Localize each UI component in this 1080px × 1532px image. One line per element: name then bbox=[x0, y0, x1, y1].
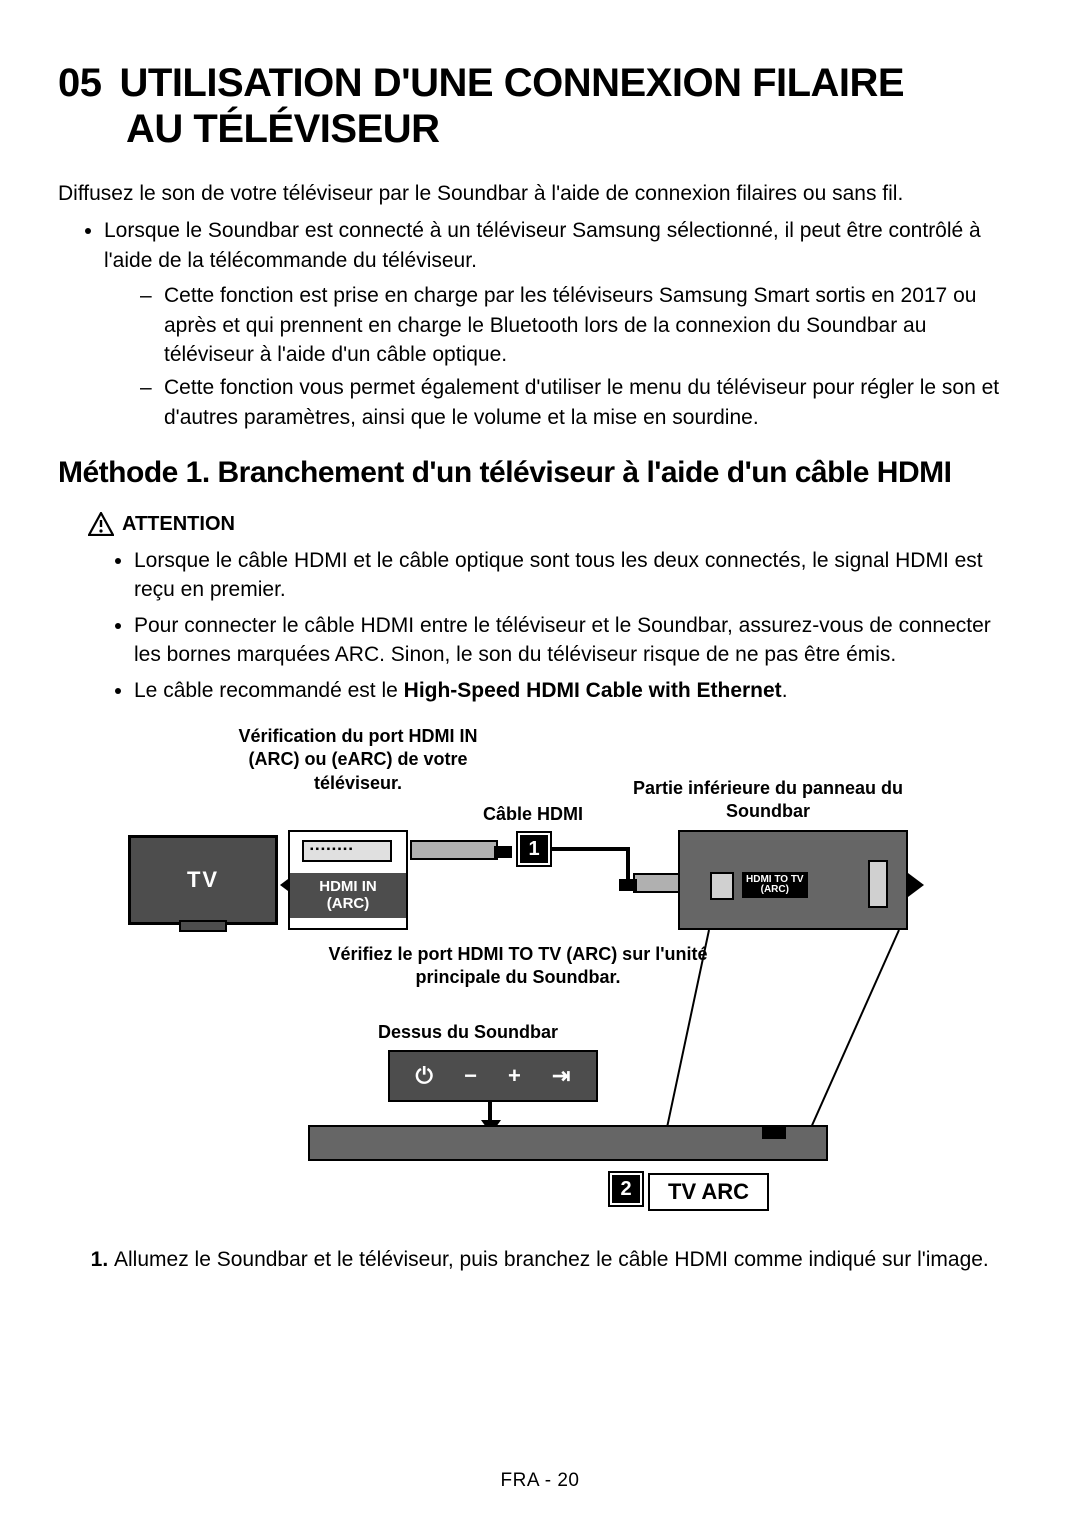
arrow-right-icon bbox=[908, 873, 924, 897]
label-cable-hdmi: Câble HDMI bbox=[468, 803, 598, 826]
section-heading: 05 UTILISATION D'UNE CONNEXION FILAIRE AU… bbox=[58, 60, 1022, 152]
attention-item-3: Le câble recommandé est le High-Speed HD… bbox=[134, 676, 1022, 705]
dash-list: Cette fonction est prise en charge par l… bbox=[104, 281, 1022, 432]
attention-item-1: Lorsque le câble HDMI et le câble optiqu… bbox=[134, 546, 1022, 605]
power-icon: ⏻ bbox=[416, 1063, 433, 1089]
volume-up-icon: + bbox=[508, 1063, 521, 1089]
attention-block: ATTENTION Lorsque le câble HDMI et le câ… bbox=[58, 512, 1022, 705]
port-pins: ▪▪▪▪▪▪▪▪ bbox=[310, 844, 354, 855]
title-line-2: AU TÉLÉVISEUR bbox=[58, 106, 1022, 152]
hdmi-to-tv-label: HDMI TO TV (ARC) bbox=[742, 872, 808, 898]
attention-label: ATTENTION bbox=[122, 513, 235, 536]
dash-item-2: Cette fonction vous permet également d'u… bbox=[140, 373, 1022, 432]
intro-text: Diffusez le son de votre téléviseur par … bbox=[58, 180, 1022, 208]
connection-diagram: Vérification du port HDMI IN (ARC) ou (e… bbox=[88, 725, 988, 1225]
hdmi-connector-left-icon bbox=[410, 840, 498, 860]
label-verify-hdmi-tv: Vérifiez le port HDMI TO TV (ARC) sur l'… bbox=[328, 943, 708, 990]
aux-port-icon bbox=[868, 860, 888, 908]
attention-list: Lorsque le câble HDMI et le câble optiqu… bbox=[88, 546, 1022, 705]
soundbar-front-icon bbox=[308, 1125, 828, 1161]
label-verify-hdmi-in: Vérification du port HDMI IN (ARC) ou (e… bbox=[228, 725, 488, 795]
label-soundbar-top: Dessus du Soundbar bbox=[358, 1021, 578, 1044]
warning-icon bbox=[88, 512, 114, 536]
method-title: Méthode 1. Branchement d'un téléviseur à… bbox=[58, 456, 1022, 490]
step-1-badge: 1 bbox=[518, 833, 550, 865]
main-bullet: Lorsque le Soundbar est connecté à un té… bbox=[104, 216, 1022, 432]
title-line-1: UTILISATION D'UNE CONNEXION FILAIRE bbox=[120, 61, 905, 105]
step-1-text: Allumez le Soundbar et le téléviseur, pu… bbox=[114, 1245, 1022, 1274]
hdmi-to-tv-port-icon bbox=[710, 872, 734, 900]
step-2-badge: 2 bbox=[610, 1173, 642, 1205]
dash-item-1: Cette fonction est prise en charge par l… bbox=[140, 281, 1022, 369]
tv-arc-badge: TV ARC bbox=[648, 1173, 769, 1211]
source-icon: ⇥ bbox=[552, 1063, 570, 1089]
hdmi-in-label: HDMI IN (ARC) bbox=[290, 873, 406, 918]
att3-bold: High-Speed HDMI Cable with Ethernet bbox=[404, 679, 782, 702]
numbered-steps: Allumez le Soundbar et le téléviseur, pu… bbox=[58, 1245, 1022, 1274]
bullet-text: Lorsque le Soundbar est connecté à un té… bbox=[104, 219, 981, 271]
connector-line bbox=[800, 930, 899, 1150]
main-bullet-list: Lorsque le Soundbar est connecté à un té… bbox=[58, 216, 1022, 432]
soundbar-bottom-panel: HDMI TO TV (ARC) bbox=[678, 830, 908, 930]
att3-pre: Le câble recommandé est le bbox=[134, 679, 404, 702]
soundbar-display bbox=[762, 1127, 786, 1139]
label-soundbar-panel: Partie inférieure du panneau du Soundbar bbox=[628, 777, 908, 824]
soundbar-top-controls: ⏻ − + ⇥ bbox=[388, 1050, 598, 1102]
page-footer: FRA - 20 bbox=[0, 1470, 1080, 1492]
tv-label: TV bbox=[187, 867, 219, 893]
attention-header: ATTENTION bbox=[88, 512, 1022, 536]
attention-item-2: Pour connecter le câble HDMI entre le té… bbox=[134, 611, 1022, 670]
cable-line bbox=[550, 847, 630, 851]
section-number: 05 bbox=[58, 61, 102, 105]
hdmi-in-port-box: ▪▪▪▪▪▪▪▪ HDMI IN (ARC) bbox=[288, 830, 408, 930]
tv-icon: TV bbox=[128, 835, 278, 925]
volume-down-icon: − bbox=[464, 1063, 477, 1089]
